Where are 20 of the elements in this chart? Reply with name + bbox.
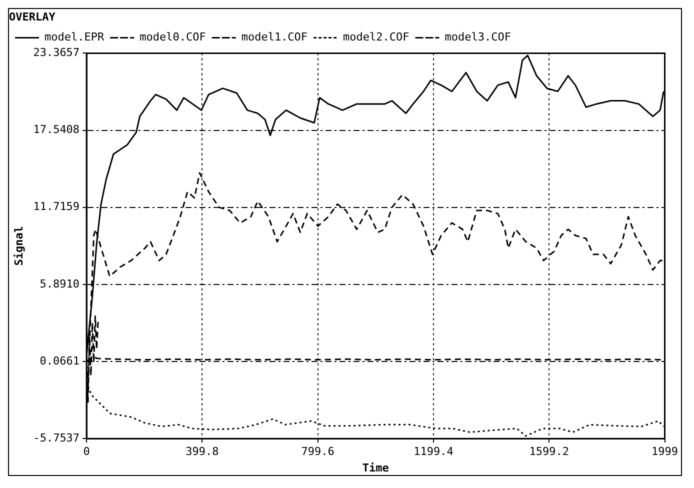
y-tick-label: 17.5408 bbox=[33, 123, 80, 136]
x-axis-title: Time bbox=[362, 461, 390, 474]
legend-label: model1.COF bbox=[241, 30, 308, 44]
x-tick-label: 1999 bbox=[652, 445, 678, 458]
x-tick-label: 399.8 bbox=[186, 445, 219, 458]
y-tick-label: 5.8910 bbox=[40, 277, 80, 290]
legend-label: model.EPR bbox=[44, 30, 104, 44]
legend-label: model3.COF bbox=[444, 30, 512, 44]
x-tick-label: 799.6 bbox=[301, 445, 334, 458]
y-tick-label: -5.7537 bbox=[33, 431, 80, 444]
y-tick-label: 11.7159 bbox=[33, 200, 80, 214]
y-tick-label: 0.0661 bbox=[40, 354, 80, 368]
x-tick-label: 1599.2 bbox=[529, 445, 569, 458]
y-axis-title: Signal bbox=[12, 226, 26, 266]
legend-label: model2.COF bbox=[343, 30, 410, 44]
legend-label: model0.COF bbox=[140, 30, 206, 44]
x-tick-label: 1199.4 bbox=[414, 445, 454, 458]
y-tick-label: 23.3657 bbox=[33, 46, 80, 60]
x-tick-label: 0 bbox=[83, 445, 90, 458]
chart-title: OVERLAY bbox=[9, 10, 56, 24]
